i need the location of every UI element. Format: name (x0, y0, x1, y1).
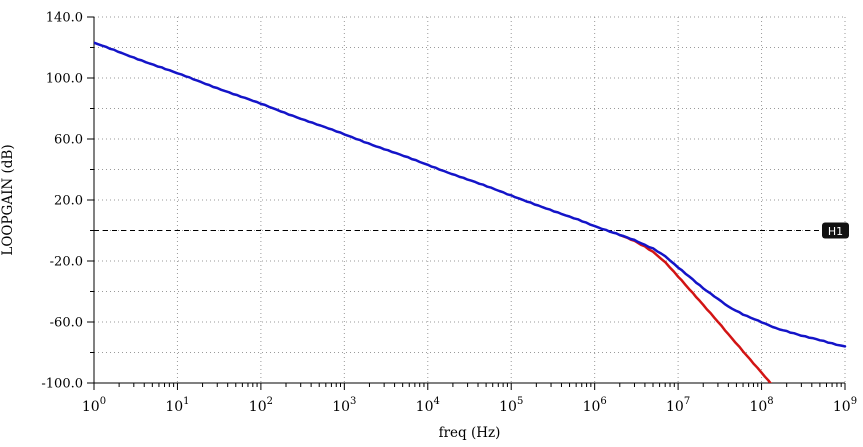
x-tick-exponent: 8 (767, 396, 773, 407)
x-tick-base: 10 (666, 399, 684, 415)
x-tick-exponent: 3 (350, 396, 356, 407)
x-tick-exponent: 7 (684, 396, 690, 407)
marker-h1-label: H1 (828, 225, 843, 238)
x-tick-base: 10 (165, 399, 183, 415)
x-tick-label: 109 (833, 396, 857, 415)
y-tick-label: 100.0 (46, 72, 83, 87)
x-tick-label: 102 (249, 396, 273, 415)
x-axis-title: freq (Hz) (439, 425, 501, 441)
x-tick-label: 108 (749, 396, 773, 415)
y-tick-label: -100.0 (41, 377, 83, 392)
x-tick-exponent: 0 (100, 396, 106, 407)
trace-red-curve[interactable] (618, 233, 773, 385)
marker-h1-badge[interactable] (822, 222, 849, 239)
y-tick-label: 20.0 (54, 194, 83, 209)
x-tick-exponent: 9 (851, 396, 857, 407)
x-tick-exponent: 5 (517, 396, 523, 407)
x-tick-label: 106 (583, 396, 607, 415)
y-tick-label: -60.0 (50, 316, 83, 331)
x-tick-label: 107 (666, 396, 690, 415)
y-tick-label: 60.0 (54, 133, 83, 148)
x-tick-base: 10 (749, 399, 767, 415)
x-tick-label: 104 (416, 396, 440, 415)
x-tick-base: 10 (249, 399, 267, 415)
y-tick-label: -20.0 (50, 255, 83, 270)
x-tick-base: 10 (332, 399, 350, 415)
x-tick-exponent: 2 (267, 396, 273, 407)
x-tick-base: 10 (833, 399, 851, 415)
x-tick-label: 100 (82, 396, 106, 415)
trace-blue-curve[interactable] (94, 41, 847, 348)
x-tick-base: 10 (82, 399, 100, 415)
x-tick-exponent: 1 (183, 396, 189, 407)
x-tick-label: 105 (499, 396, 523, 415)
x-tick-label: 103 (332, 396, 356, 415)
y-tick-label: 140.0 (46, 11, 83, 26)
x-tick-exponent: 6 (600, 396, 606, 407)
x-tick-label: 101 (165, 396, 189, 415)
x-tick-base: 10 (499, 399, 517, 415)
x-tick-base: 10 (416, 399, 434, 415)
y-axis-title: LOOPGAIN (dB) (0, 144, 16, 255)
x-tick-base: 10 (583, 399, 601, 415)
x-tick-exponent: 4 (434, 396, 440, 407)
